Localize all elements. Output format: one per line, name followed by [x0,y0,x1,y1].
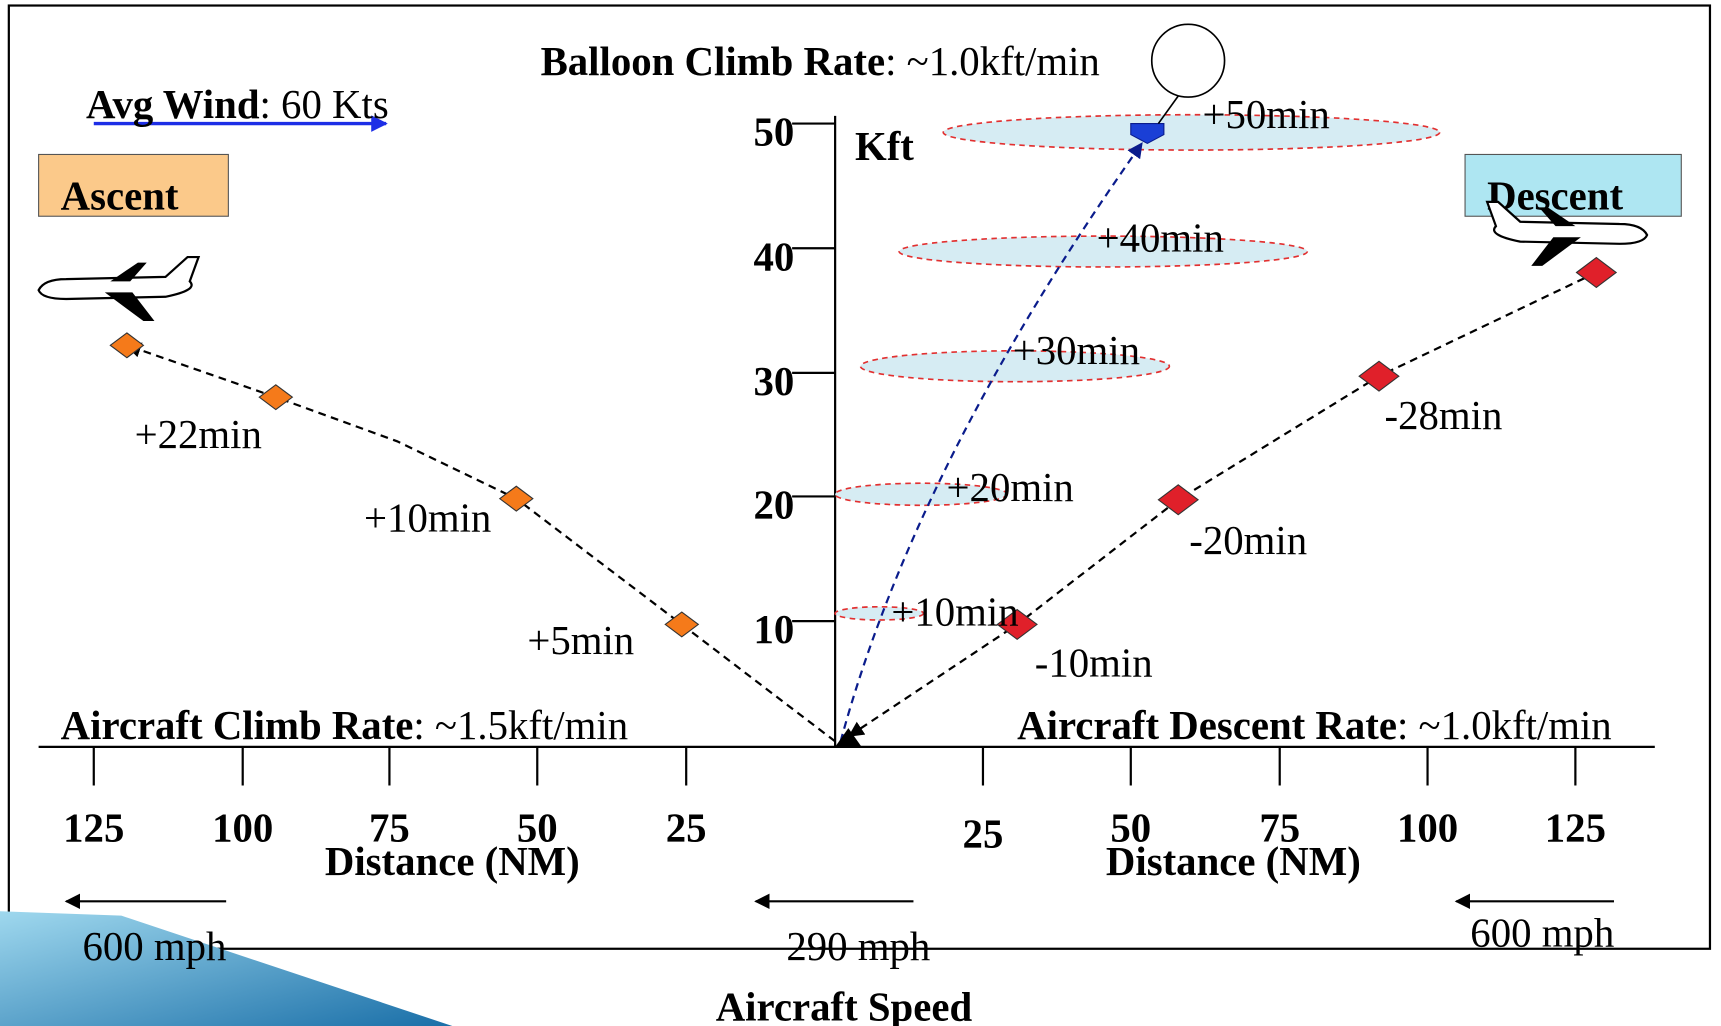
balloon-time: +50min [1202,92,1329,137]
ascent-time: +10min [364,496,491,541]
title-value: : ~1.0kft/min [885,39,1100,84]
descent-rate-value: : ~1.0kft/min [1397,703,1612,748]
tether [1157,95,1179,125]
x-tick-label: 50 [1110,806,1151,851]
title: Balloon Climb Rate: ~1.0kft/min [541,39,1100,84]
y-tick-label: 10 [754,607,795,652]
climb-rate-value: : ~1.5kft/min [413,703,628,748]
altitude-band [898,235,1309,268]
airplane-wing [1531,207,1581,266]
x-tick-label: 125 [1545,806,1606,851]
ascent-marker [109,332,145,359]
altitude-band [834,482,1009,507]
x-axis-label: Distance (NM) [1106,839,1361,884]
x-tick-label: 50 [517,806,558,851]
x-tick-label: 25 [963,811,1004,856]
descent-time: -28min [1385,393,1503,438]
balloon-path [839,142,1143,742]
x-tick-label: 125 [63,806,124,851]
x-tick-label: 75 [1259,806,1300,851]
descent-marker [1358,360,1400,392]
balloon-time: +30min [1013,328,1140,373]
airplane-wing [104,262,155,322]
wind: Avg Wind: 60 Kts [86,82,389,127]
descent-rate: Aircraft Descent Rate: ~1.0kft/min [1017,703,1612,748]
y-tick-label: 40 [754,234,795,279]
title-label: Balloon Climb Rate [541,39,886,84]
climb-rate: Aircraft Climb Rate: ~1.5kft/min [61,703,628,748]
decoration [0,911,453,1026]
ascent-marker [498,485,534,512]
x-tick-label: 75 [369,806,410,851]
airplane [1485,200,1649,266]
descent-marker [996,608,1038,641]
climb-rate-label: Aircraft Climb Rate [61,703,414,748]
x-tick-label: 100 [212,806,273,851]
balloon [1150,23,1226,98]
descent-time: -20min [1189,518,1307,563]
descent-rate-label: Aircraft Descent Rate [1017,703,1397,748]
y-tick-label: 50 [754,110,795,155]
x-axis-label: Distance (NM) [325,839,580,884]
speed: 600 mph [82,924,226,969]
ascent-time: +22min [135,412,262,457]
ascent-path [125,342,836,743]
frame [7,4,1712,950]
altitude-band [834,605,925,621]
descent-time: -10min [1035,640,1153,685]
descent-path [848,271,1597,737]
x-tick-label: 25 [666,806,707,851]
balloon-time: +10min [891,590,1018,635]
airplane [37,255,201,322]
origin [835,728,862,747]
speed: 600 mph [1470,911,1614,956]
descent-marker [1157,484,1200,516]
y-tick-label: 20 [754,483,795,528]
ascent-marker [664,611,700,638]
wind-label: Avg Wind [86,82,260,127]
balloon-time: +40min [1097,216,1224,261]
altitude-band [942,113,1441,151]
descent-marker [1575,256,1618,289]
ascent-time: +5min [527,618,634,663]
y-unit: Kft [855,124,914,169]
ascent-label: Ascent [61,174,179,219]
altitude-band [859,350,1171,383]
y-tick-label: 30 [754,359,795,404]
ascent-marker [258,384,294,411]
wind-value: : 60 Kts [260,82,389,127]
speed: 290 mph [786,924,930,969]
speed-label: Aircraft Speed [716,984,973,1026]
x-tick-label: 100 [1397,806,1458,851]
balloon-time: +20min [947,465,1074,510]
ascent-box [38,153,229,217]
